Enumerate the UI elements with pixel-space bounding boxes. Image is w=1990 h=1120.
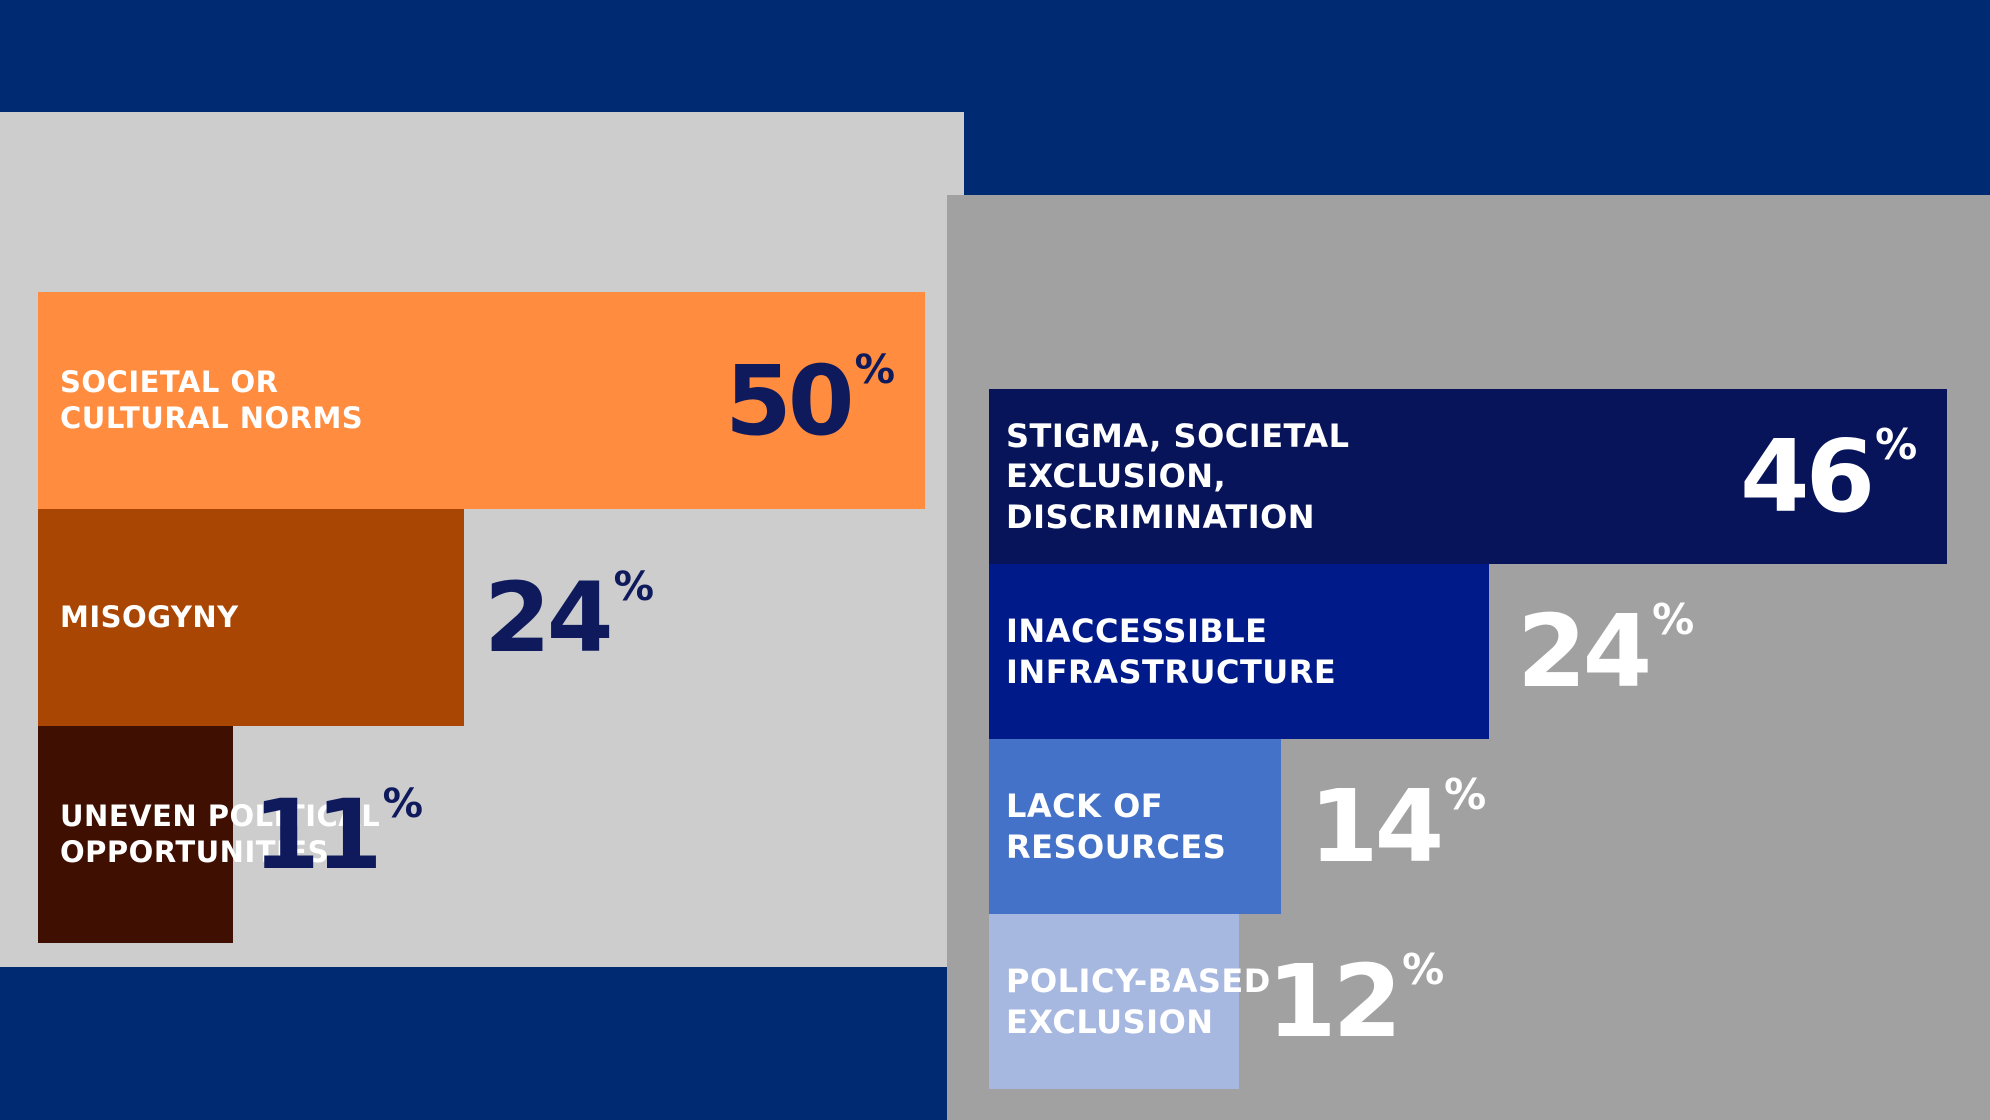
value-label-uneven-political-opportunities: 11% — [253, 778, 423, 891]
bar-label-misogyny: MISOGYNY — [60, 600, 239, 635]
bar-label-uneven-political-opportunities: UNEVEN POLITICAL OPPORTUNITIES — [60, 798, 381, 870]
percent-sign: % — [1652, 595, 1695, 645]
value-number: 11 — [253, 778, 383, 891]
percent-sign: % — [613, 563, 654, 611]
percent-sign: % — [382, 780, 423, 828]
bar-stigma-societal-exclusion-discrimination — [989, 389, 1947, 564]
bar-label-societal-or-cultural-norms: SOCIETAL OR CULTURAL NORMS — [60, 364, 364, 436]
bar-label-stigma-societal-exclusion-discrimination: STIGMA, SOCIETAL EXCLUSION, DISCRIMINATI… — [1006, 416, 1350, 536]
value-number: 12 — [1267, 942, 1402, 1060]
value-label-policy-based-exclusion: 12% — [1267, 942, 1444, 1060]
value-label-stigma-societal-exclusion-discrimination: 46% — [1740, 417, 1917, 535]
bar-uneven-political-opportunities — [38, 726, 233, 943]
bar-label-inaccessible-infrastructure: INACCESSIBLE INFRASTRUCTURE — [1006, 611, 1337, 691]
value-number: 14 — [1309, 767, 1444, 885]
left-chart-panel: SOCIETAL OR CULTURAL NORMS 50% MISOGYNY 24%… — [0, 112, 964, 967]
percent-sign: % — [1402, 945, 1445, 995]
percent-sign: % — [1875, 420, 1918, 470]
value-label-societal-or-cultural-norms: 50% — [725, 344, 895, 457]
value-number: 50 — [725, 344, 855, 457]
percent-sign: % — [1444, 770, 1487, 820]
bar-policy-based-exclusion — [989, 914, 1239, 1089]
value-label-lack-of-resources: 14% — [1309, 767, 1486, 885]
value-number: 46 — [1740, 417, 1875, 535]
bar-misogyny — [38, 509, 464, 726]
value-number: 24 — [1517, 592, 1652, 710]
value-label-inaccessible-infrastructure: 24% — [1517, 592, 1694, 710]
bar-label-policy-based-exclusion: POLICY-BASED EXCLUSION — [1006, 961, 1271, 1041]
value-label-misogyny: 24% — [484, 561, 654, 674]
bar-inaccessible-infrastructure — [989, 564, 1489, 739]
bar-societal-or-cultural-norms — [38, 292, 925, 509]
right-chart-panel: STIGMA, SOCIETAL EXCLUSION, DISCRIMINATI… — [947, 195, 1990, 1120]
bar-label-lack-of-resources: LACK OF RESOURCES — [1006, 786, 1227, 866]
percent-sign: % — [854, 346, 895, 394]
bar-lack-of-resources — [989, 739, 1281, 914]
value-number: 24 — [484, 561, 614, 674]
